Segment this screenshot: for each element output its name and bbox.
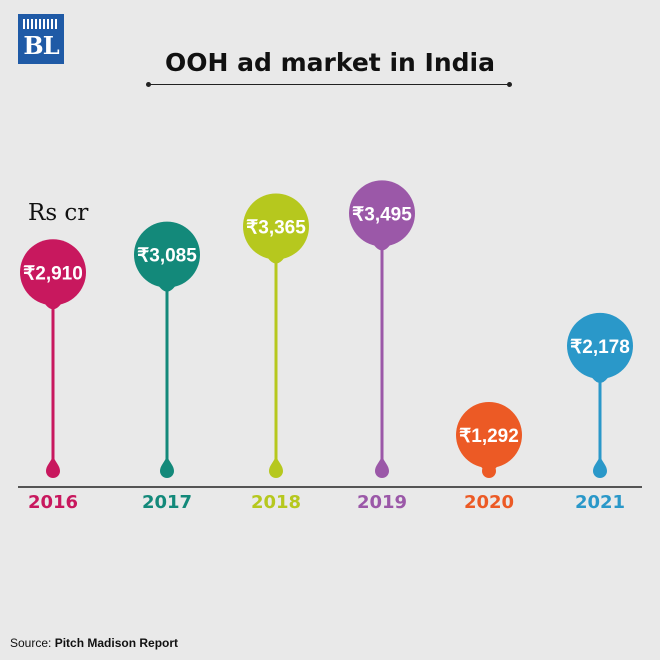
value-label: ₹3,365 <box>246 217 306 238</box>
value-label: ₹2,178 <box>570 337 630 358</box>
year-tick-label: 2017 <box>142 492 192 513</box>
year-tick-label: 2019 <box>357 492 407 513</box>
lollipop-droplet <box>160 456 174 478</box>
year-tick-label: 2018 <box>251 492 301 513</box>
value-label: ₹3,495 <box>352 204 412 225</box>
lollipop-head <box>456 402 522 469</box>
logo-emblem-icon <box>23 19 59 29</box>
value-label: ₹2,910 <box>23 263 83 284</box>
lollipop-head <box>349 180 415 247</box>
lollipop-droplet <box>482 456 496 478</box>
lollipop-head <box>20 239 86 306</box>
lollipop-droplet <box>375 456 389 478</box>
lollipop-droplet <box>46 456 60 478</box>
logo-text: BL <box>23 31 59 60</box>
bl-logo: BL <box>18 14 64 64</box>
value-label: ₹3,085 <box>137 246 197 267</box>
title-underline <box>146 82 512 87</box>
value-label: ₹1,292 <box>459 426 519 447</box>
lollipop-head <box>567 312 633 379</box>
year-tick-label: 2021 <box>575 492 625 513</box>
chart-marks: ₹2,910 2016 ₹3,085 2017 ₹3,365 2018 ₹3,495 2019… <box>20 180 633 513</box>
chart-title: OOH ad market in India <box>165 48 495 77</box>
lollipop-head <box>134 221 200 288</box>
year-tick-label: 2020 <box>464 492 514 513</box>
lollipop-droplet <box>593 456 607 478</box>
source-label: Source: <box>10 636 52 650</box>
lollipop-droplet <box>269 456 283 478</box>
source-note: Source: Pitch Madison Report <box>10 636 178 650</box>
unit-label: Rs cr <box>28 200 89 226</box>
source-name: Pitch Madison Report <box>54 636 179 650</box>
lollipop-head <box>243 193 309 260</box>
year-tick-label: 2016 <box>28 492 78 513</box>
